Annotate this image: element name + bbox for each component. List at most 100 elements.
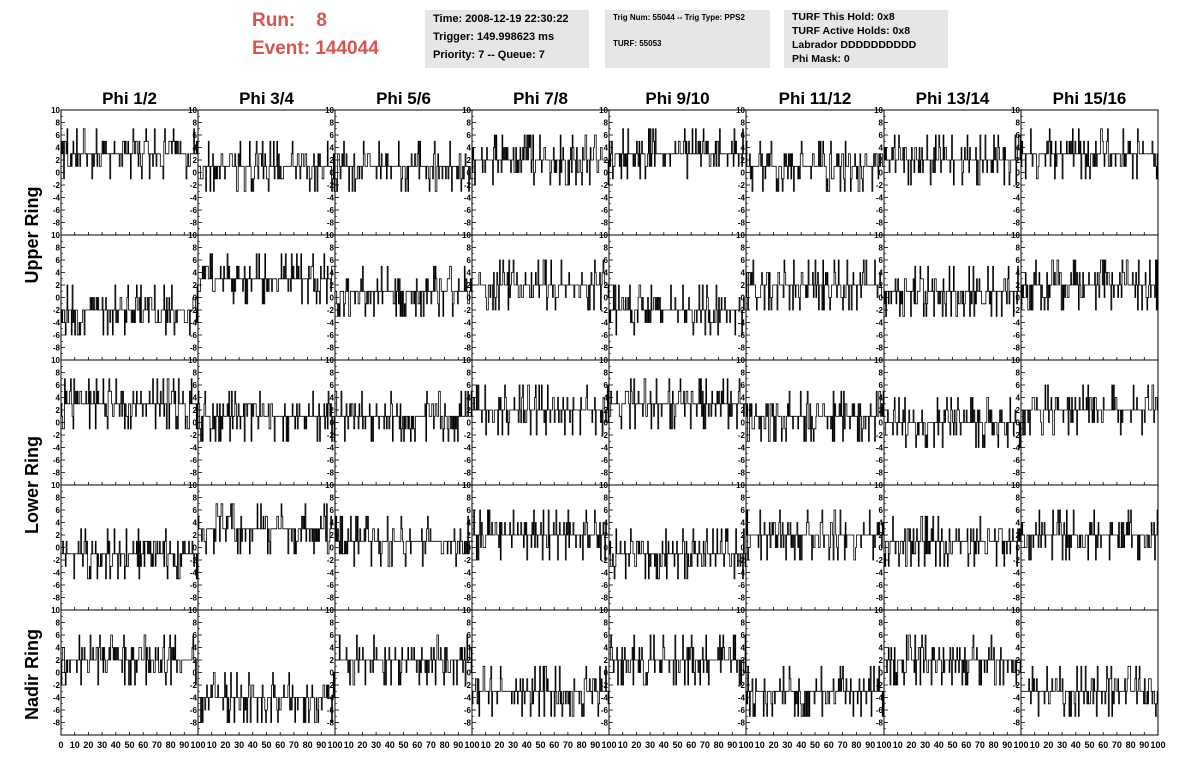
y-tick-label: 8 (193, 244, 198, 253)
waveform-trace (609, 128, 746, 180)
y-tick-label: -4 (464, 444, 472, 453)
y-tick-label: -4 (738, 694, 746, 703)
y-tick-label: 10 (736, 481, 745, 490)
y-tick-label: 4 (604, 519, 609, 528)
y-tick-label: 10 (1011, 356, 1020, 365)
y-tick-label: 0 (467, 544, 472, 553)
y-tick-label: 6 (467, 256, 472, 265)
y-tick-label: 2 (1016, 406, 1021, 415)
x-tick-label: 30 (1057, 740, 1067, 750)
y-tick-label: 8 (467, 244, 472, 253)
y-tick-label: -2 (327, 556, 335, 565)
x-tick-label: 60 (275, 740, 285, 750)
y-tick-label: -8 (738, 469, 746, 478)
y-tick-label: 8 (1016, 369, 1021, 378)
y-tick-label: 2 (193, 406, 198, 415)
x-tick-label: 70 (152, 740, 162, 750)
y-tick-label: -4 (1013, 569, 1021, 578)
y-tick-label: -4 (876, 694, 884, 703)
y-tick-label: -8 (327, 219, 335, 228)
y-tick-label: -4 (190, 569, 198, 578)
y-tick-label: 0 (879, 544, 884, 553)
event-label: Event: (252, 38, 311, 59)
y-tick-label: 2 (330, 406, 335, 415)
y-tick-label: 10 (599, 606, 608, 615)
x-tick-label: 40 (1071, 740, 1081, 750)
y-tick-label: 6 (879, 256, 884, 265)
y-tick-label: -4 (190, 444, 198, 453)
x-tick-label: 30 (645, 740, 655, 750)
y-tick-label: -2 (190, 181, 198, 190)
x-tick-label: 70 (700, 740, 710, 750)
y-tick-label: 0 (330, 294, 335, 303)
y-tick-label: 4 (330, 519, 335, 528)
x-tick-label: 10 (70, 740, 80, 750)
y-tick-label: 8 (193, 369, 198, 378)
y-tick-label: 10 (462, 231, 471, 240)
y-tick-label: 0 (193, 294, 198, 303)
y-tick-label: 2 (467, 656, 472, 665)
y-tick-label: 8 (193, 619, 198, 628)
x-tick-label: 70 (838, 740, 848, 750)
waveform-trace (335, 634, 473, 686)
y-tick-label: -2 (876, 431, 884, 440)
y-tick-label: 6 (879, 506, 884, 515)
y-tick-label: -8 (738, 344, 746, 353)
x-tick-label: 40 (385, 740, 395, 750)
x-tick-label: 50 (810, 740, 820, 750)
y-tick-label: -8 (1013, 469, 1021, 478)
y-tick-label: 10 (599, 356, 608, 365)
column-title: Phi 7/8 (513, 89, 568, 108)
y-tick-label: 2 (879, 406, 884, 415)
y-tick-label: 2 (467, 531, 472, 540)
y-tick-label: 0 (1016, 544, 1021, 553)
y-tick-label: -2 (876, 181, 884, 190)
y-tick-label: -4 (464, 694, 472, 703)
y-tick-label: -4 (876, 444, 884, 453)
y-tick-label: -8 (190, 594, 198, 603)
y-tick-label: 8 (604, 369, 609, 378)
waveform-trace (198, 253, 336, 305)
y-tick-label: 8 (741, 494, 746, 503)
waveform-trace (1021, 509, 1158, 561)
y-tick-label: -8 (53, 219, 61, 228)
waveform-trace (884, 634, 1022, 686)
y-tick-label: -4 (190, 194, 198, 203)
y-tick-label: -2 (601, 306, 609, 315)
time-info-box: Time: 2008-12-19 22:30:22 Trigger: 149.9… (425, 10, 589, 68)
waveform-trace (1021, 128, 1159, 180)
waveform-trace (609, 284, 746, 336)
y-tick-label: 6 (193, 256, 198, 265)
trigger-line: Trigger: 149.998623 ms (433, 31, 555, 43)
priority-line: Priority: 7 -- Queue: 7 (433, 49, 545, 61)
y-tick-label: -2 (190, 556, 198, 565)
x-tick-label: 60 (138, 740, 148, 750)
y-tick-label: -6 (738, 456, 746, 465)
y-tick-label: 8 (330, 369, 335, 378)
waveform-trace (472, 134, 610, 186)
y-tick-label: 2 (604, 281, 609, 290)
x-tick-label: 60 (961, 740, 971, 750)
y-tick-label: -6 (190, 206, 198, 215)
y-tick-label: -2 (601, 681, 609, 690)
x-tick-label: 100 (190, 740, 205, 750)
y-tick-label: -2 (876, 681, 884, 690)
y-tick-label: 4 (604, 644, 609, 653)
y-tick-label: 4 (330, 394, 335, 403)
y-tick-label: 10 (51, 606, 60, 615)
y-tick-label: 10 (599, 481, 608, 490)
y-tick-label: 8 (604, 494, 609, 503)
y-tick-label: 10 (736, 231, 745, 240)
y-tick-label: 8 (56, 244, 61, 253)
y-tick-label: -4 (738, 444, 746, 453)
y-tick-label: -6 (464, 456, 472, 465)
y-tick-label: -2 (1013, 431, 1021, 440)
y-tick-label: 8 (193, 494, 198, 503)
y-tick-label: -8 (190, 719, 198, 728)
y-tick-label: -6 (53, 706, 61, 715)
y-tick-label: -8 (53, 469, 61, 478)
y-tick-label: -6 (738, 581, 746, 590)
y-tick-label: 8 (330, 119, 335, 128)
y-tick-label: 0 (193, 544, 198, 553)
y-tick-label: 4 (330, 269, 335, 278)
